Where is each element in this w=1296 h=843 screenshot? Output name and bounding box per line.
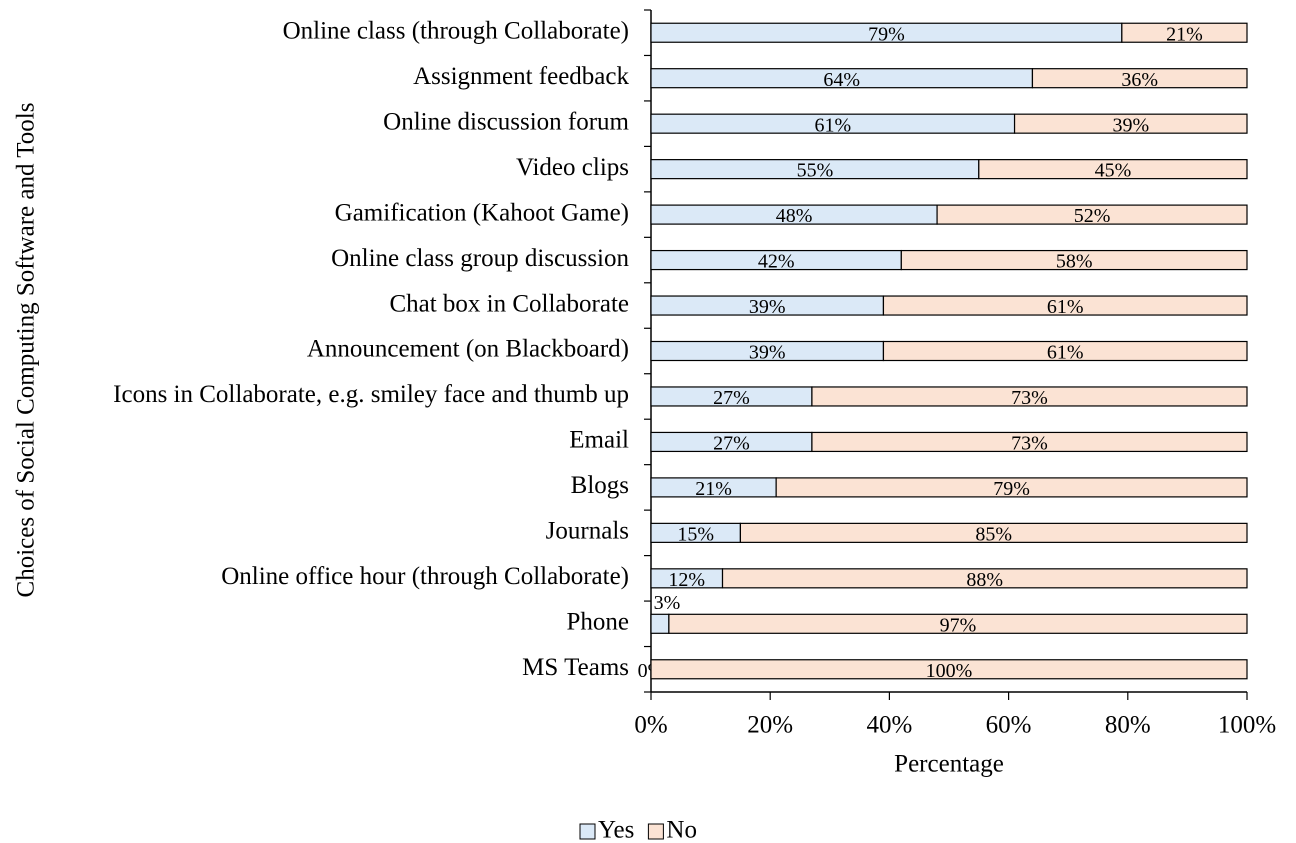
data-label: 3% — [654, 592, 681, 614]
data-label: 61% — [1047, 296, 1084, 318]
y-axis-label: Choices of Social Computing Software and… — [13, 103, 40, 598]
bar-segment — [811, 431, 1248, 453]
bar-segment — [650, 659, 1248, 680]
data-label: 45% — [1095, 160, 1132, 182]
data-label: 21% — [695, 478, 732, 500]
y-tick-label: Announcement (on Blackboard) — [307, 336, 629, 363]
data-label: 27% — [713, 387, 750, 409]
bar-segment — [936, 204, 1248, 225]
data-label: 73% — [1011, 387, 1048, 409]
bar-segment — [650, 613, 670, 634]
data-label: 39% — [749, 296, 786, 318]
data-label: 85% — [975, 523, 1012, 545]
bar-segment — [668, 613, 1248, 634]
bar-segment — [978, 159, 1248, 180]
y-tick-label: Gamification (Kahoot Game) — [335, 199, 629, 226]
x-tick-label: 20% — [747, 712, 793, 739]
y-tick-label: Online class (through Collaborate) — [283, 17, 629, 44]
legend-swatch — [579, 823, 596, 840]
y-tick-label: Chat box in Collaborate — [389, 290, 629, 317]
y-tick-label: Icons in Collaborate, e.g. smiley face a… — [113, 381, 629, 408]
bar-segment — [1121, 22, 1248, 43]
bar-segment — [900, 249, 1248, 271]
bar-segment — [811, 386, 1248, 407]
data-label: 58% — [1056, 251, 1093, 273]
y-tick-label: MS Teams — [522, 654, 629, 681]
data-label: 42% — [758, 251, 795, 273]
bar-segment — [1013, 113, 1248, 134]
x-axis-label: Percentage — [894, 751, 1004, 778]
data-label: 79% — [993, 478, 1030, 500]
x-tick-label: 40% — [866, 712, 912, 739]
data-label: 39% — [749, 342, 786, 364]
y-tick-label: Phone — [567, 609, 630, 636]
bar-segment — [721, 568, 1248, 589]
data-label: 12% — [668, 569, 705, 591]
y-tick-label: Online discussion forum — [383, 108, 629, 135]
bar-segment — [775, 477, 1248, 498]
bar-segment — [1031, 68, 1248, 89]
x-tick-label: 0% — [634, 712, 667, 739]
y-tick-label: Online class group discussion — [331, 245, 629, 272]
bar-segment — [739, 522, 1248, 543]
y-tick-label: Email — [569, 427, 629, 454]
y-tick-label: Video clips — [516, 154, 629, 181]
data-label: 27% — [713, 433, 750, 455]
data-label: 88% — [966, 569, 1003, 591]
data-label: 61% — [814, 114, 851, 136]
data-label: 21% — [1166, 23, 1203, 45]
data-label: 48% — [776, 205, 813, 227]
data-label: 79% — [868, 23, 905, 45]
y-tick-label: Assignment feedback — [413, 63, 629, 90]
data-label: 39% — [1112, 114, 1149, 136]
data-label: 64% — [823, 69, 860, 91]
legend-swatch — [647, 823, 664, 840]
data-label: 55% — [797, 160, 834, 182]
x-tick-label: 60% — [986, 712, 1032, 739]
data-label: 36% — [1121, 69, 1158, 91]
data-label: 52% — [1074, 205, 1111, 227]
x-tick-label: 80% — [1105, 712, 1151, 739]
data-label: 61% — [1047, 342, 1084, 364]
data-label: 73% — [1011, 433, 1048, 455]
bar-segment — [882, 295, 1248, 316]
x-tick-label: 100% — [1218, 712, 1276, 739]
y-tick-label: Blogs — [571, 472, 629, 499]
data-label: 97% — [940, 614, 977, 636]
y-tick-label: Journals — [546, 518, 629, 545]
y-tick-label: Online office hour (through Collaborate) — [221, 563, 629, 590]
legend-label: Yes — [598, 817, 634, 843]
bar-segment — [882, 340, 1248, 362]
legend-label: No — [666, 817, 697, 843]
data-label: 100% — [926, 660, 973, 682]
data-label: 15% — [677, 523, 714, 545]
